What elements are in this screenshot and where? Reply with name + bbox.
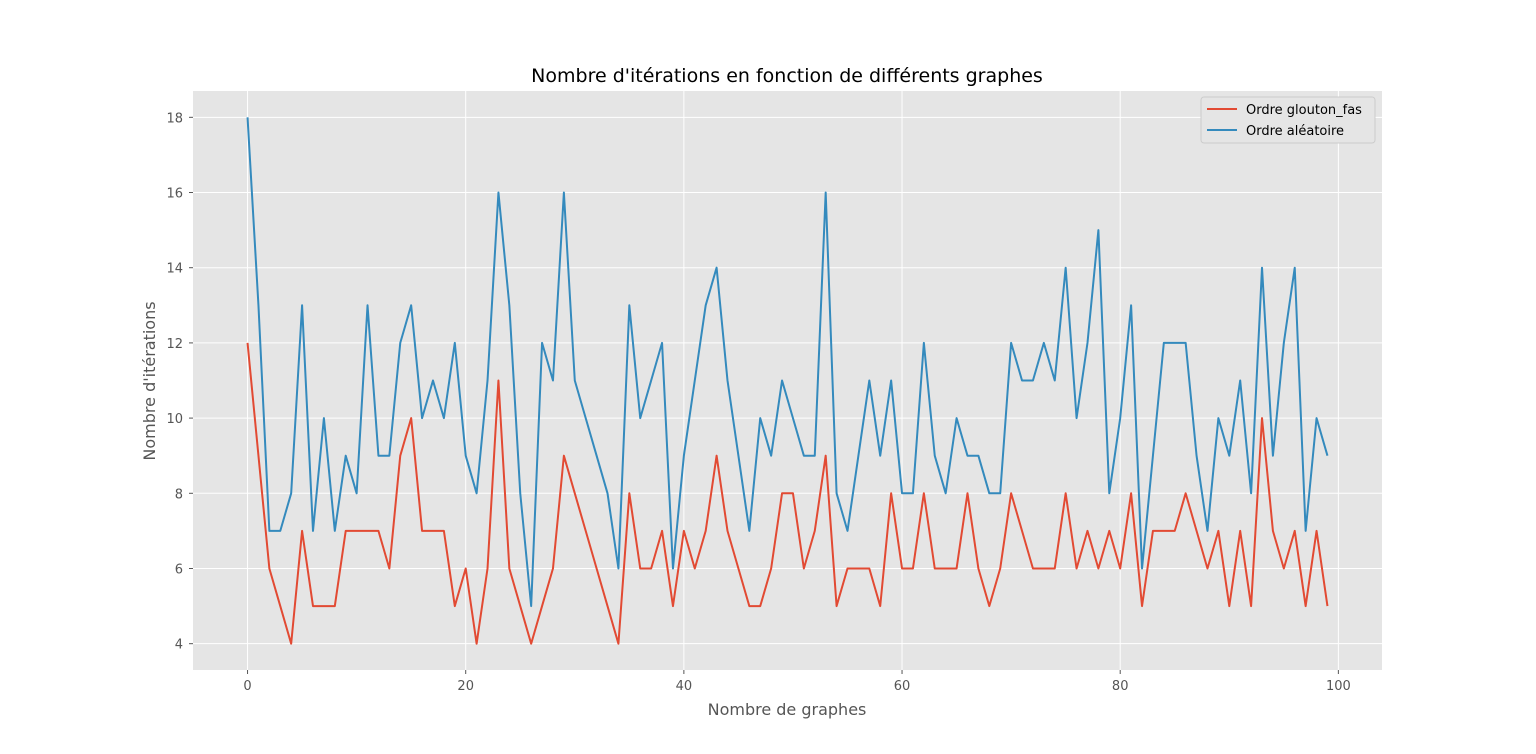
y-axis-label: Nombre d'itérations (140, 301, 159, 460)
y-tick-label: 18 (166, 111, 183, 126)
grid-lines (193, 91, 1382, 670)
chart-title: Nombre d'itérations en fonction de diffé… (531, 65, 1043, 87)
series-line-aleatoire (246, 117, 1329, 608)
series-lines (246, 117, 1329, 645)
y-tick-label: 12 (166, 337, 183, 352)
y-tick-label: 8 (175, 487, 183, 502)
series-line-glouton (246, 342, 1329, 645)
legend: Ordre glouton_fas Ordre aléatoire (1200, 96, 1376, 144)
legend-label-aleatoire: Ordre aléatoire (1246, 124, 1344, 139)
plot-background (193, 91, 1382, 670)
x-tick-label: 0 (243, 679, 251, 694)
x-tick-label: 100 (1326, 679, 1351, 694)
x-tick-label: 40 (676, 679, 693, 694)
y-tick-label: 6 (175, 562, 183, 577)
x-tick-label: 20 (457, 679, 474, 694)
y-tick-label: 4 (175, 638, 183, 653)
legend-box (1200, 96, 1376, 144)
y-tick-label: 14 (166, 262, 183, 277)
x-axis-ticks: 0 20 40 60 80 100 (243, 670, 1351, 694)
legend-label-glouton: Ordre glouton_fas (1246, 103, 1362, 118)
y-tick-label: 10 (166, 412, 183, 427)
y-tick-label: 16 (166, 187, 183, 202)
x-tick-label: 80 (1112, 679, 1129, 694)
y-axis-ticks: 4 6 8 10 12 14 16 18 (166, 111, 193, 653)
x-tick-label: 60 (894, 679, 911, 694)
x-axis-label: Nombre de graphes (708, 700, 867, 719)
